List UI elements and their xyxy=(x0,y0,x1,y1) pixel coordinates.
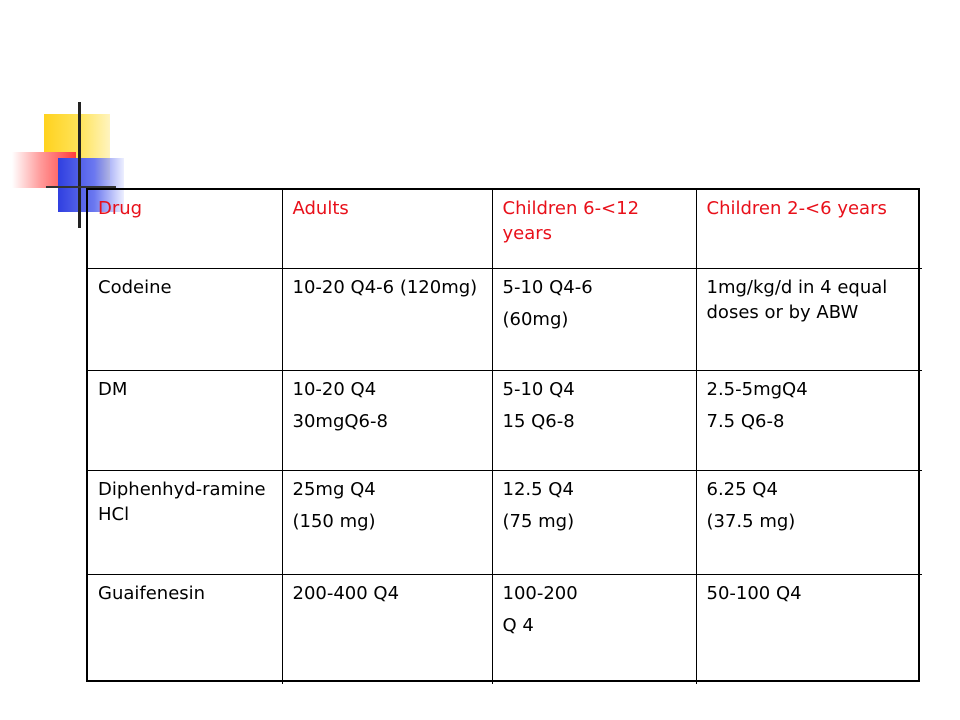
adults-cell: 10-20 Q4-6 (120mg) xyxy=(281,267,493,371)
header-children-2-6: Children 2-<6 years xyxy=(695,190,922,269)
dose-line: 10-20 Q4-6 (120mg) xyxy=(292,276,478,298)
dose-line: 2.5-5mgQ4 xyxy=(706,378,808,400)
dose-line: 30mgQ6-8 xyxy=(292,410,388,432)
dose-line: 5-10 Q4-6 xyxy=(502,276,593,298)
dose-line: Q 4 xyxy=(502,614,534,636)
drug-cell: Diphenhyd-ramine HCl xyxy=(88,469,283,575)
dosage-table-container: Drug Adults Children 6-<12 years Childre… xyxy=(86,188,922,684)
drug-cell: Codeine xyxy=(88,267,283,371)
dose-line: 10-20 Q4 xyxy=(292,378,377,400)
dose-line: 200-400 Q4 xyxy=(292,582,400,604)
children-6-12-cell: 100-200 Q 4 xyxy=(491,573,697,684)
adults-cell: 10-20 Q4 30mgQ6-8 xyxy=(281,369,493,471)
children-2-6-cell: 6.25 Q4 (37.5 mg) xyxy=(695,469,922,575)
dose-line: (60mg) xyxy=(502,308,569,330)
dose-line: 6.25 Q4 xyxy=(706,478,778,500)
children-6-12-cell: 12.5 Q4 (75 mg) xyxy=(491,469,697,575)
decorative-vertical-line xyxy=(78,102,81,228)
table-header-row: Drug Adults Children 6-<12 years Childre… xyxy=(88,190,922,269)
dose-line: 12.5 Q4 xyxy=(502,478,574,500)
drug-cell: DM xyxy=(88,369,283,471)
dose-line: 7.5 Q6-8 xyxy=(706,410,785,432)
children-6-12-cell: 5-10 Q4-6 (60mg) xyxy=(491,267,697,371)
header-adults: Adults xyxy=(281,190,493,269)
dose-line: 15 Q6-8 xyxy=(502,410,575,432)
dose-line: 50-100 Q4 xyxy=(706,582,802,604)
dose-line: (75 mg) xyxy=(502,510,575,532)
children-2-6-cell: 50-100 Q4 xyxy=(695,573,922,684)
table-row: DM 10-20 Q4 30mgQ6-8 5-10 Q4 15 Q6-8 2.5… xyxy=(88,369,922,471)
header-drug: Drug xyxy=(88,190,283,269)
dosage-table: Drug Adults Children 6-<12 years Childre… xyxy=(88,190,922,684)
table-row: Diphenhyd-ramine HCl 25mg Q4 (150 mg) 12… xyxy=(88,469,922,575)
children-2-6-cell: 2.5-5mgQ4 7.5 Q6-8 xyxy=(695,369,922,471)
children-6-12-cell: 5-10 Q4 15 Q6-8 xyxy=(491,369,697,471)
adults-cell: 200-400 Q4 xyxy=(281,573,493,684)
drug-cell: Guaifenesin xyxy=(88,573,283,684)
dose-line: 25mg Q4 xyxy=(292,478,376,500)
header-children-6-12: Children 6-<12 years xyxy=(491,190,697,269)
decorative-horizontal-line xyxy=(46,186,116,188)
table-row: Codeine 10-20 Q4-6 (120mg) 5-10 Q4-6 (60… xyxy=(88,267,922,371)
dose-line: 100-200 xyxy=(502,582,578,604)
dose-line: 5-10 Q4 xyxy=(502,378,575,400)
adults-cell: 25mg Q4 (150 mg) xyxy=(281,469,493,575)
children-2-6-cell: 1mg/kg/d in 4 equal doses or by ABW xyxy=(695,267,922,371)
dose-line: 1mg/kg/d in 4 equal doses or by ABW xyxy=(706,276,888,323)
dose-line: (37.5 mg) xyxy=(706,510,796,532)
table-row: Guaifenesin 200-400 Q4 100-200 Q 4 50-10… xyxy=(88,573,922,684)
dose-line: (150 mg) xyxy=(292,510,376,532)
